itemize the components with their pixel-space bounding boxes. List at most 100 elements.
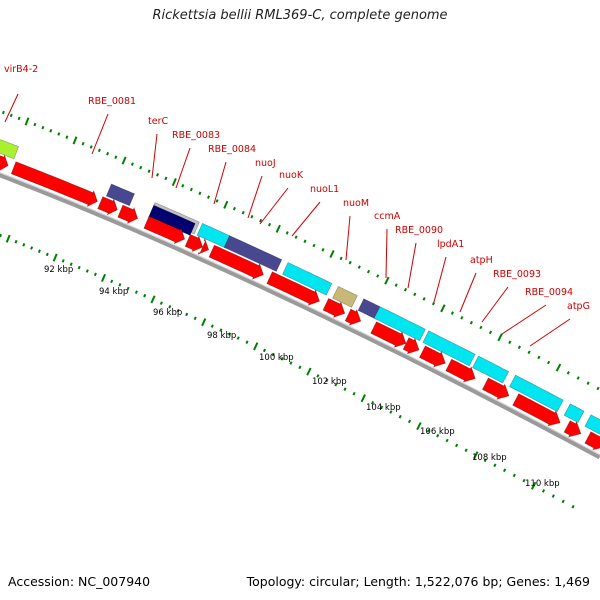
gene-label-terc: terC	[148, 116, 168, 127]
inner-tick	[185, 312, 189, 317]
inner-tick	[360, 394, 366, 403]
outer-tick	[33, 122, 37, 127]
outer-tick	[576, 376, 580, 380]
inner-tick	[445, 438, 449, 443]
outer-tick	[537, 355, 541, 360]
inner-tick	[262, 348, 267, 353]
kbp-tick-labels: 92 kbp 94 kbp 96 kbp 98 kbp 100 kbp 102 kbp 10…	[44, 265, 560, 489]
gene-label-rbe_0084: RBE_0084	[208, 144, 256, 155]
outer-tick	[198, 191, 202, 196]
label-connector-line	[459, 272, 477, 313]
outer-tick	[555, 363, 562, 372]
inner-tick	[245, 340, 249, 344]
backbone-line	[0, 173, 600, 460]
inner-tick	[455, 443, 459, 448]
inner-tick	[426, 429, 430, 433]
outer-tick	[566, 371, 570, 375]
outer-tick	[339, 256, 343, 261]
outer-tick	[403, 287, 408, 292]
outer-tick	[431, 301, 436, 306]
gene-label-rbe_0093: RBE_0093	[493, 269, 541, 280]
inner-tick	[210, 324, 214, 328]
gene-label-rbe_0094: RBE_0094	[525, 287, 573, 298]
inner-tick	[150, 295, 156, 304]
inner-tick	[298, 365, 302, 370]
gene-feature	[97, 196, 118, 216]
outer-tick	[285, 231, 289, 235]
genome-backbone	[0, 172, 600, 460]
inner-tick	[541, 489, 546, 493]
gene-feature	[563, 420, 582, 438]
outer-tick	[460, 316, 464, 320]
inner-tick	[316, 374, 320, 378]
inner-tick	[126, 286, 130, 291]
outer-tick	[440, 304, 446, 313]
gene-label-nuoj: nuoJ	[255, 158, 276, 169]
label-connector-line	[529, 318, 571, 347]
outer-tick	[547, 360, 551, 365]
kbp-tick-label: 110 kbp	[525, 479, 560, 489]
inner-tick	[530, 481, 537, 490]
gene-feature	[509, 374, 564, 413]
gene-label-rbe_0083: RBE_0083	[172, 130, 220, 141]
outer-tick	[139, 165, 143, 170]
outer-tick	[357, 265, 361, 269]
label-connector-line	[501, 304, 547, 335]
kbp-tick-label: 96 kbp	[153, 308, 182, 318]
kbp-tick-label: 98 kbp	[207, 331, 236, 341]
outer-tick	[366, 269, 371, 274]
gene-feature	[208, 244, 264, 280]
outer-tick	[232, 206, 236, 211]
kbp-tick-label: 104 kbp	[366, 403, 401, 413]
outer-tick	[72, 136, 78, 145]
gene-labels: virB4-2RBE_0081terCRBE_0083RBE_0084nuoJn…	[4, 64, 590, 312]
outer-tick	[89, 145, 93, 149]
inner-tick	[352, 391, 356, 396]
outer-tick	[275, 224, 281, 233]
gene-label-nuok: nuoK	[279, 170, 304, 181]
inner-tick	[253, 342, 259, 351]
kbp-tick-label: 92 kbp	[44, 265, 73, 275]
inner-tick	[493, 463, 497, 468]
outer-tick	[147, 169, 151, 173]
label-connector-line	[291, 201, 321, 237]
gene-feature	[344, 308, 362, 326]
inner-tick	[416, 422, 422, 431]
outer-tick	[206, 195, 211, 199]
inner-tick	[398, 414, 402, 419]
label-connector-line	[433, 256, 447, 303]
outer-tick	[223, 200, 229, 209]
inner-tick	[464, 448, 468, 453]
inner-tick	[14, 239, 18, 244]
inner-tick	[436, 433, 440, 438]
inner-tick	[61, 259, 65, 263]
outer-tick	[189, 187, 193, 192]
gene-feature	[105, 183, 135, 207]
outer-tick	[413, 292, 417, 297]
gene-feature	[332, 285, 358, 308]
label-connector-line	[481, 286, 509, 323]
inner-tick	[561, 499, 565, 504]
outer-tick	[65, 135, 69, 139]
inner-tick	[143, 293, 147, 298]
outer-tick	[259, 218, 263, 223]
gene-feature	[223, 235, 283, 272]
kbp-tick-label: 106 kbp	[420, 427, 455, 437]
outer-tick	[497, 333, 503, 342]
outer-tick	[267, 222, 272, 227]
inner-tick	[22, 243, 26, 247]
outer-tick	[130, 162, 134, 166]
outer-tick	[57, 132, 61, 136]
gene-feature	[117, 204, 139, 225]
gene-feature	[10, 161, 98, 208]
gene-feature	[184, 234, 204, 253]
gene-label-ccma: ccmA	[374, 211, 401, 222]
outer-tick	[171, 178, 177, 187]
inner-tick	[380, 405, 384, 410]
genome-summary-text: Topology: circular; Length: 1,522,076 bp…	[246, 574, 590, 589]
label-connector-line	[175, 147, 191, 189]
gene-feature	[445, 358, 476, 383]
outer-tick	[24, 117, 30, 126]
gene-feature	[266, 271, 320, 306]
